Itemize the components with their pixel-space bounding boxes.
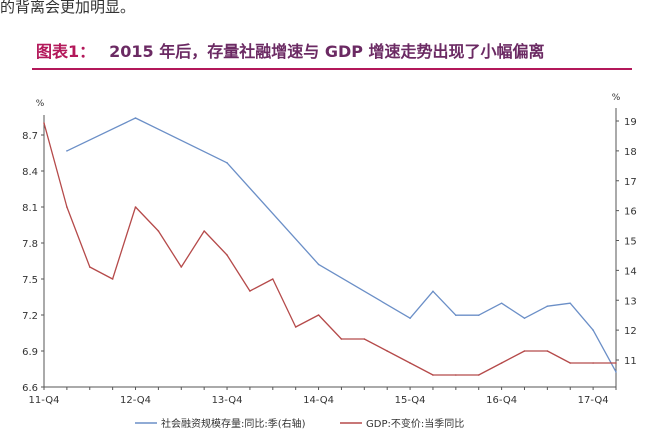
series-1-point <box>203 230 205 232</box>
chart-legend: 社会融资规模存量:同比:季(右轴) GDP:不变价:当季同比 <box>135 417 464 430</box>
right-tick-label: 16 <box>624 207 637 218</box>
series-1-point <box>226 254 228 256</box>
left-tick-label: 6.6 <box>22 383 38 394</box>
series-1-point <box>546 350 549 352</box>
figure-title: 2015 年后，存量社融增速与 GDP 增速走势出现了小幅偏离 <box>109 42 545 61</box>
series-0-point <box>523 317 526 319</box>
series-1-point <box>409 362 411 364</box>
x-tick-label: 14-Q4 <box>303 395 334 406</box>
series-line-1 <box>43 122 616 376</box>
series-1-point <box>88 266 91 268</box>
left-tick-label: 7.2 <box>22 311 38 322</box>
right-tick-label: 19 <box>624 117 637 128</box>
chart-lines <box>43 117 617 376</box>
series-line-0 <box>66 117 617 373</box>
series-1-point <box>340 338 343 340</box>
series-0-point <box>477 314 480 316</box>
series-1-point <box>500 362 503 364</box>
series-1-point <box>615 362 617 364</box>
chart-axes <box>43 108 617 388</box>
series-0-point <box>455 314 457 316</box>
series-0-point <box>134 117 137 119</box>
figure-label: 图表1： <box>36 42 96 61</box>
series-1-point <box>43 122 45 124</box>
title-underline <box>32 68 632 70</box>
x-tick-label: 11-Q4 <box>29 395 60 406</box>
right-tick-label: 12 <box>624 326 637 337</box>
series-1-point <box>272 278 274 280</box>
left-tick-label: 7.8 <box>22 239 38 250</box>
x-tick-label: 15-Q4 <box>395 395 426 406</box>
figure-title-row: 图表1： 2015 年后，存量社融增速与 GDP 增速走势出现了小幅偏离 <box>36 38 545 62</box>
series-1-point <box>477 374 480 376</box>
right-tick-label: 13 <box>624 296 637 307</box>
right-tick-label: 18 <box>624 147 637 158</box>
right-tick-label: 11 <box>624 356 637 367</box>
series-1-point <box>363 338 366 340</box>
series-1-point <box>249 290 251 292</box>
preceding-text: 的背离会更加明显。 <box>0 0 136 16</box>
chart-ticks: %% 6.6 6.9 7.2 7.5 7.8 8.1 8.4 8.7 11 12 13 14 15 16 17… <box>22 93 637 406</box>
left-axis-unit: % <box>36 99 45 109</box>
series-0-point <box>592 329 594 331</box>
series-1-point <box>569 362 572 364</box>
series-0-point <box>226 162 228 164</box>
right-tick-label: 15 <box>624 237 637 248</box>
series-0-point <box>317 263 320 266</box>
right-tick-label: 14 <box>624 266 637 277</box>
legend-label-1: GDP:不变价:当季同比 <box>366 417 464 430</box>
left-tick-label: 6.9 <box>22 347 38 358</box>
x-tick-label: 17-Q4 <box>578 395 609 406</box>
series-0-point <box>409 317 411 319</box>
left-tick-label: 8.4 <box>22 167 38 178</box>
series-1-point <box>111 278 114 280</box>
x-tick-label: 12-Q4 <box>120 395 151 406</box>
series-0-point <box>569 302 572 305</box>
x-tick-label: 16-Q4 <box>486 395 517 406</box>
series-0-point <box>500 302 503 305</box>
series-1-point <box>455 374 457 376</box>
series-1-point <box>66 206 68 208</box>
series-1-point <box>157 230 160 232</box>
right-axis-unit: % <box>612 93 621 103</box>
legend-label-0: 社会融资规模存量:同比:季(右轴) <box>161 417 306 430</box>
series-0-point <box>546 305 549 308</box>
series-1-point <box>523 350 526 352</box>
series-1-point <box>592 362 594 364</box>
series-1-point <box>294 326 297 328</box>
series-0-point <box>615 371 617 373</box>
series-0-point <box>66 150 68 152</box>
series-1-point <box>432 374 434 376</box>
series-1-point <box>180 266 183 268</box>
series-0-point <box>432 290 434 293</box>
left-tick-label: 8.7 <box>22 131 38 142</box>
left-tick-label: 7.5 <box>22 275 38 286</box>
series-1-point <box>386 350 389 352</box>
series-1-point <box>317 314 320 316</box>
series-1-point <box>134 206 137 208</box>
x-tick-label: 13-Q4 <box>212 395 243 406</box>
right-tick-label: 17 <box>624 177 637 188</box>
left-tick-label: 8.1 <box>22 203 38 214</box>
